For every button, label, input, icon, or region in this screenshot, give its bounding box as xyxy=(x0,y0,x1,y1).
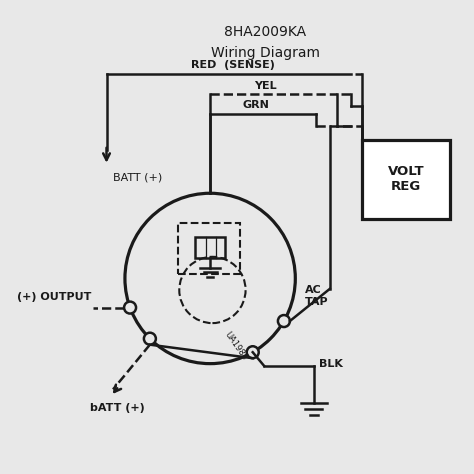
Text: Wiring Diagram: Wiring Diagram xyxy=(211,46,320,60)
Text: bATT (+): bATT (+) xyxy=(90,403,145,413)
Text: GRN: GRN xyxy=(243,100,270,110)
Circle shape xyxy=(144,333,156,345)
Text: YEL: YEL xyxy=(254,81,277,91)
Text: BLK: BLK xyxy=(319,359,343,369)
Bar xyxy=(362,140,449,219)
Text: (+) OUTPUT: (+) OUTPUT xyxy=(17,292,91,302)
Text: BATT (+): BATT (+) xyxy=(113,173,163,182)
Circle shape xyxy=(247,346,259,358)
Circle shape xyxy=(124,301,136,314)
Text: RED  (SENSE): RED (SENSE) xyxy=(191,60,275,70)
Text: VOLT
REG: VOLT REG xyxy=(388,165,424,193)
Circle shape xyxy=(278,315,290,327)
Text: UA1985: UA1985 xyxy=(222,330,248,362)
Bar xyxy=(178,223,240,274)
Text: AC
TAP: AC TAP xyxy=(305,285,328,307)
Text: 8HA2009KA: 8HA2009KA xyxy=(224,25,307,39)
Bar xyxy=(195,237,225,258)
